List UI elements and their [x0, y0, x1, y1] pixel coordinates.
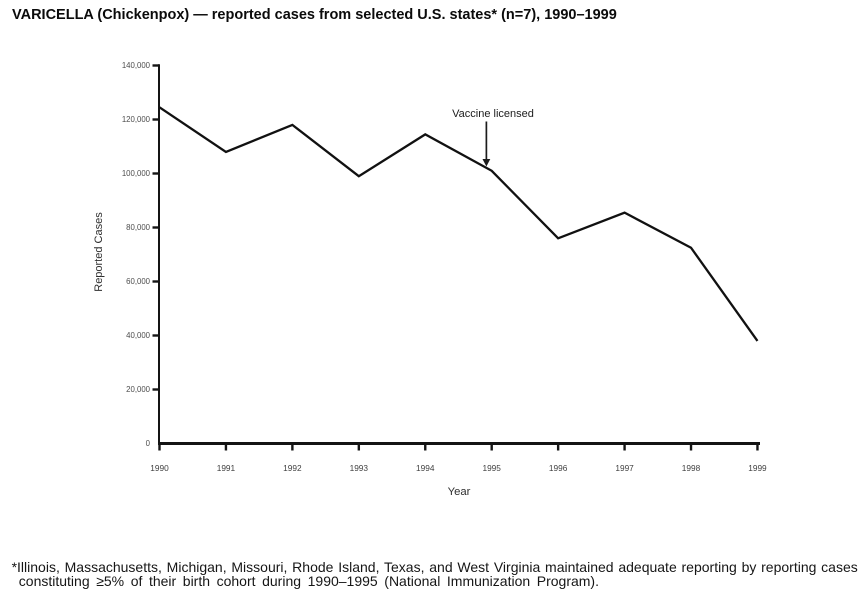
x-tick-label: 1991	[216, 462, 236, 473]
data-line-reported-cases	[158, 106, 759, 342]
footnote-line-1: *Illinois, Massachusetts, Michigan, Miss…	[11, 558, 858, 575]
y-tick-label: 40,000	[126, 331, 150, 340]
x-tick-label: 1999	[748, 462, 767, 473]
y-tick-label: 80,000	[126, 223, 150, 232]
y-tick-label: 20,000	[126, 385, 150, 394]
footnote-line-2: constituting ≥5% of their birth cohort d…	[18, 573, 599, 589]
x-tick-label: 1994	[416, 462, 435, 473]
y-tick-label: 100,000	[121, 169, 150, 178]
annotation-arrow-head	[482, 159, 491, 167]
annotation-vaccine-licensed: Vaccine licensed	[452, 107, 534, 120]
x-tick-label: 1993	[349, 462, 369, 473]
y-tick-label: 140,000	[121, 61, 150, 70]
x-tick-label: 1992	[283, 462, 302, 473]
x-tick-label: 1998	[681, 462, 701, 473]
x-tick-label: 1996	[548, 462, 568, 473]
x-axis-title: Year	[447, 485, 471, 498]
y-tick-label: 0	[145, 439, 150, 448]
chart-title: VARICELLA (Chickenpox) — reported cases …	[12, 7, 617, 23]
x-tick-label: 1995	[482, 462, 501, 473]
y-tick-label: 60,000	[126, 277, 150, 286]
x-tick-label: 1997	[615, 462, 634, 473]
y-axis-title: Reported Cases	[93, 212, 105, 292]
x-tick-label: 1990	[150, 462, 169, 473]
y-tick-label: 120,000	[121, 115, 150, 124]
